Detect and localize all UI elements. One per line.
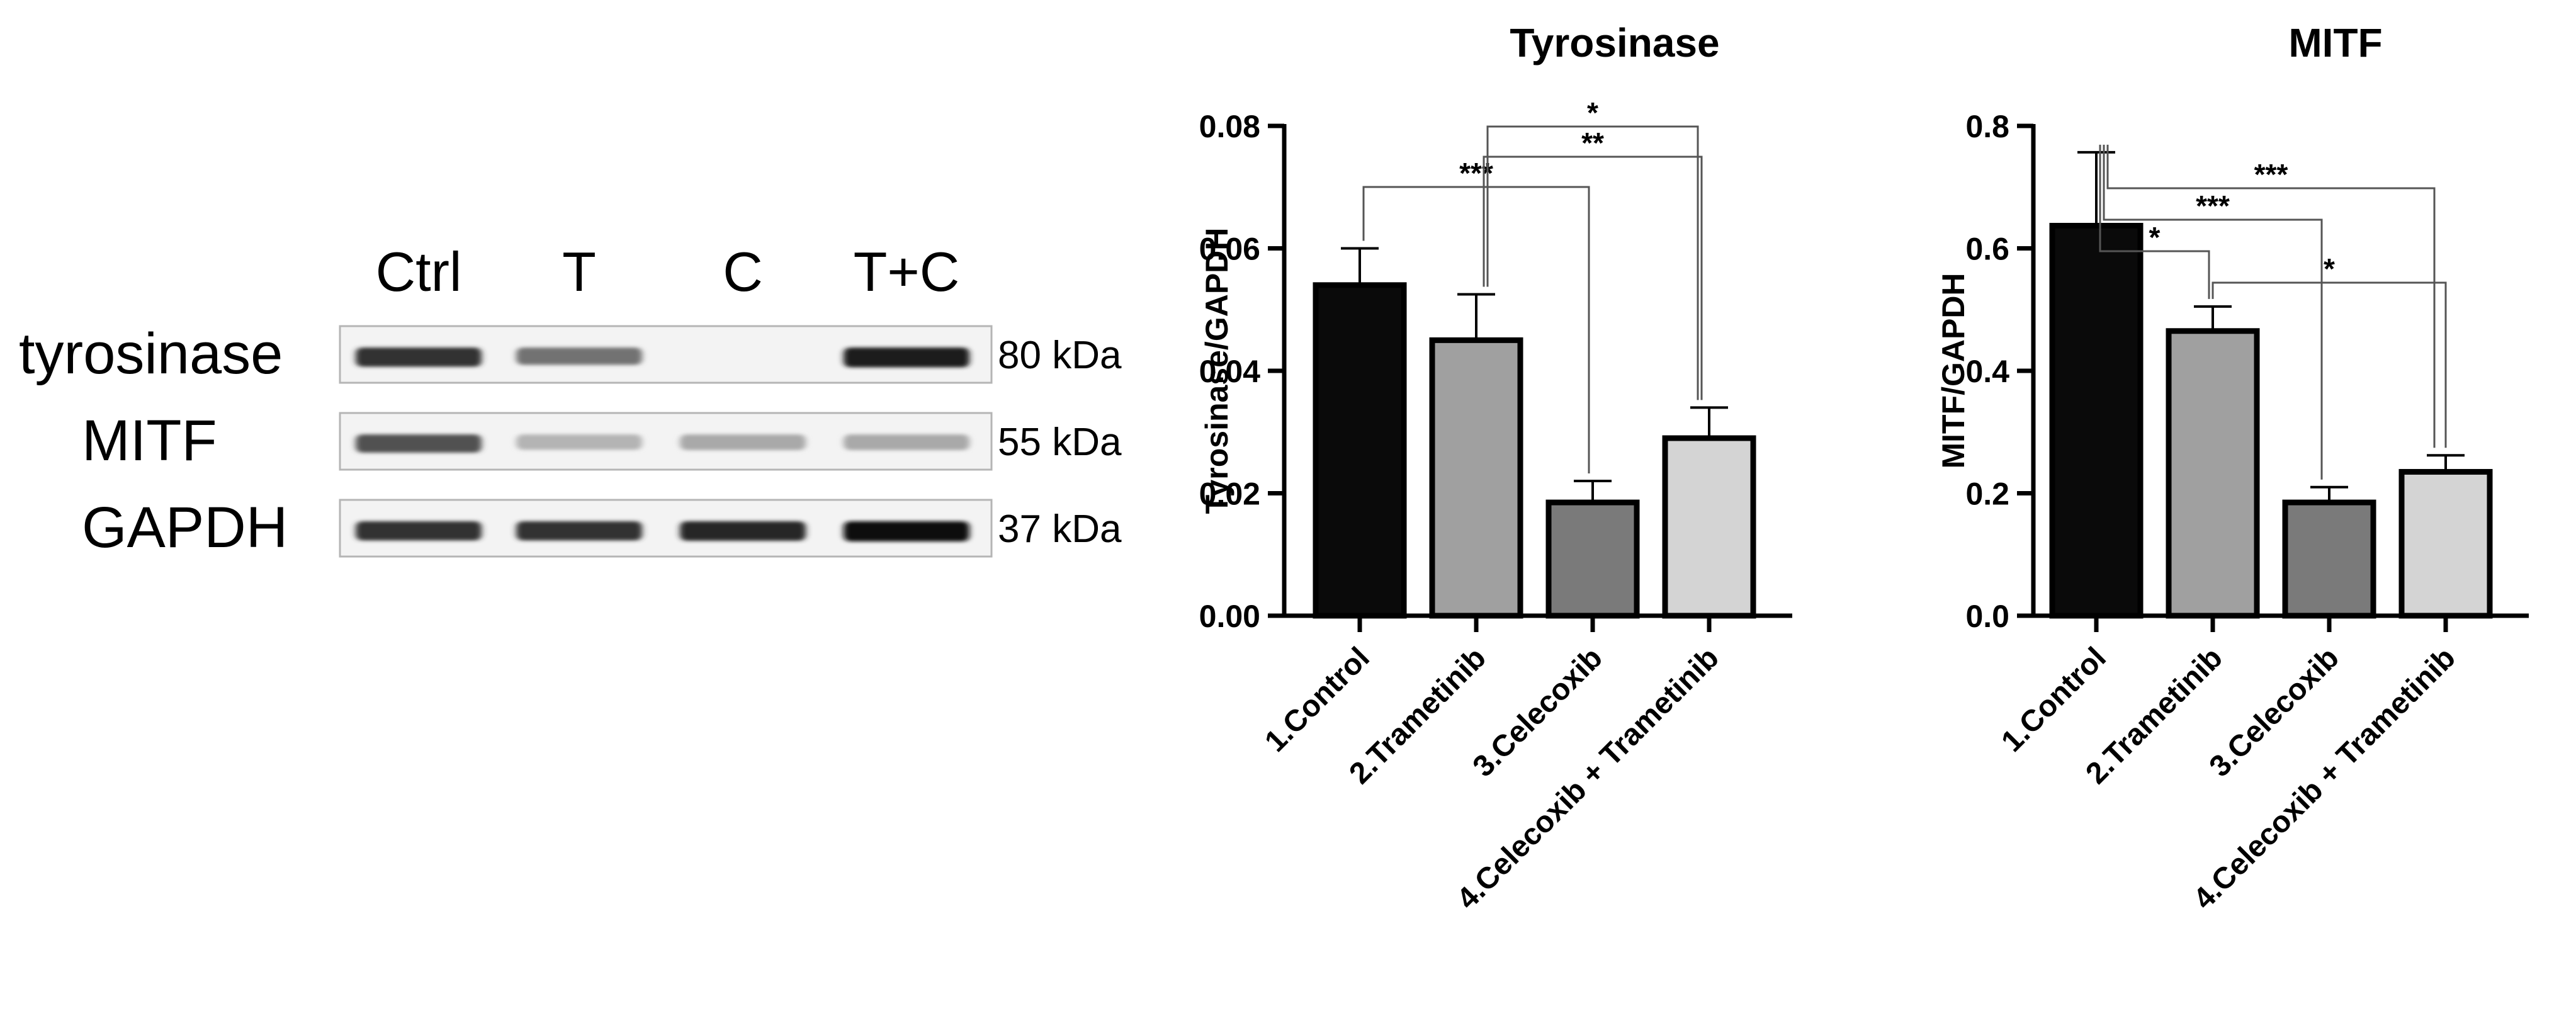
significance-bracket [2099,144,2210,299]
blot-band [356,434,482,453]
x-tick-label: 1.Control [1995,641,2112,758]
blot-band [844,348,969,368]
blot-row-mitf: MITF 55 kDa [82,409,1122,473]
bar [1313,282,1407,619]
tyrosinase-bar-chart: Tyrosinase Tyrosinase/GAPDH 0.00 0.02 0.04 0.… [1199,20,1792,916]
chart-title: MITF [2288,20,2382,65]
y-axis-label: MITF/GAPDH [1936,273,1971,468]
chart-title: Tyrosinase [1510,20,1719,65]
blot-lane-label: Ctrl [376,240,462,303]
bar [2398,468,2493,619]
blot-band [516,434,642,450]
bar [2282,499,2376,619]
blot-band [516,521,642,541]
significance-label: *** [2196,189,2230,222]
bar [1545,499,1640,619]
blot-band [844,434,969,450]
significance-label: * [2149,221,2161,254]
bar [1429,337,1523,619]
blot-lane-label: T+C [854,240,960,303]
y-tick-label: 0.04 [1199,354,1261,389]
y-tick-label: 0.4 [1965,354,2009,389]
y-axis-label: Tyrosinase/GAPDH [1199,228,1234,514]
western-blot-panel: Ctrl T C T+C tyrosinase 80 kDa MITF 55 kDa GAPD… [19,240,1122,560]
blot-lane-label: C [723,240,763,303]
blot-band [680,521,806,541]
bar [2166,328,2260,619]
blot-band [356,348,482,367]
blot-row-gapdh: GAPDH 37 kDa [82,495,1122,560]
y-tick-label: 0.08 [1199,109,1260,144]
y-tick-label: 0.8 [1965,109,2009,144]
blot-row-tyrosinase: tyrosinase 80 kDa [19,322,1122,386]
x-tick-label: 1.Control [1258,641,1376,758]
significance-bracket [2212,281,2447,448]
significance-label: *** [2254,158,2288,191]
blot-lane-label: T [562,240,596,303]
y-tick-label: 0.02 [1199,477,1260,512]
blot-size-label: 55 kDa [998,421,1122,464]
y-tick-label: 0.2 [1965,477,2009,512]
mitf-bar-chart: MITFMITF/GAPDH0.00.20.40.60.81.Control2.… [1936,20,2529,916]
blot-size-label: 80 kDa [998,334,1122,377]
blot-protein-label: tyrosinase [19,322,283,386]
y-tick-label: 0.6 [1965,232,2009,267]
significance-label: * [1587,96,1598,129]
significance-bracket [1486,125,1699,400]
blot-band [356,521,482,541]
blot-band [680,434,806,450]
significance-label: ** [1581,127,1604,159]
bar [1662,435,1756,619]
blot-protein-label: MITF [82,409,217,473]
significance-bracket [2106,144,2436,448]
blot-size-label: 37 kDa [998,507,1122,551]
blot-band [516,348,642,365]
significance-label: * [2324,252,2335,285]
significance-bracket [1483,156,1703,400]
significance-bracket [1362,186,1590,474]
y-tick-label: 0.0 [1965,599,2009,634]
y-tick-label: 0.06 [1199,232,1260,267]
blot-band [844,521,969,541]
blot-protein-label: GAPDH [82,495,288,560]
y-tick-label: 0.00 [1199,599,1260,634]
significance-bracket [2103,144,2323,480]
bar [2049,223,2144,619]
